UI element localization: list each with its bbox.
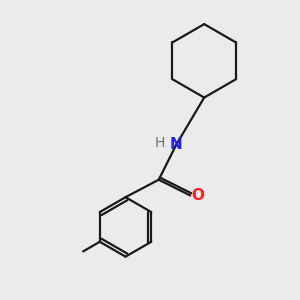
- Text: H: H: [154, 136, 165, 150]
- Text: N: N: [170, 137, 183, 152]
- Text: O: O: [191, 188, 204, 203]
